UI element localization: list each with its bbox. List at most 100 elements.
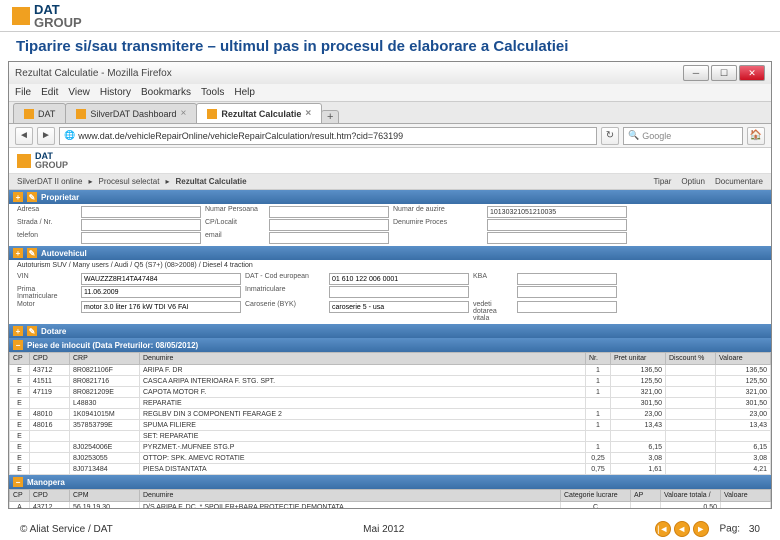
field-input[interactable]: WAUZZZ8R14TA47484 (81, 273, 241, 285)
reload-button[interactable]: ↻ (601, 127, 619, 145)
table-cell (666, 387, 716, 398)
field-label: Adresa (17, 206, 77, 218)
table-cell: 3,08 (716, 453, 771, 464)
table-row[interactable]: E8J0253055OTTOP: SPK. AMEVC ROTATIE0,253… (10, 453, 771, 464)
table-cell: 48016 (30, 420, 70, 431)
maximize-button[interactable]: ☐ (711, 65, 737, 81)
expand-icon[interactable]: + (13, 192, 23, 202)
action-options[interactable]: Optiun (681, 177, 705, 186)
table-cell (70, 431, 140, 442)
field-input[interactable] (81, 232, 201, 244)
table-row[interactable]: E437128R0821106FARIPA F. DR1136,50136,50 (10, 365, 771, 376)
search-input[interactable]: 🔍 Google (623, 127, 743, 145)
collapse-icon[interactable]: − (13, 340, 23, 350)
table-cell: 1 (586, 387, 611, 398)
table-cell: A (10, 502, 30, 509)
table-cell: 301,50 (716, 398, 771, 409)
field-input[interactable]: motor 3.0 liter 176 kW TDI V6 FAI (81, 301, 241, 313)
table-cell: E (10, 387, 30, 398)
window-titlebar: Rezultat Calculatie - Mozilla Firefox ─ … (9, 62, 771, 84)
field-input[interactable]: caroserie 5 - usa (329, 301, 469, 313)
expand-icon[interactable]: + (13, 248, 23, 258)
page-number: 30 (749, 524, 760, 535)
table-cell: 8J0253055 (70, 453, 140, 464)
section-manopera: − Manopera (9, 475, 771, 489)
field-input[interactable]: 11.06.2009 (81, 286, 241, 298)
url-text: www.dat.de/vehicleRepairOnline/vehicleRe… (78, 131, 403, 141)
field-input[interactable] (329, 286, 469, 298)
table-cell: C (561, 502, 631, 509)
edit-icon[interactable]: ✎ (27, 192, 37, 202)
table-row[interactable]: A4371256 19 19 30D/S ARIPA F. DC. * SPOI… (10, 502, 771, 509)
table-row[interactable]: E480101K0941015MREGLBV DIN 3 COMPONENTI … (10, 409, 771, 420)
table-cell: 41511 (30, 376, 70, 387)
minimize-button[interactable]: ─ (683, 65, 709, 81)
collapse-icon[interactable]: − (13, 477, 23, 487)
url-input[interactable]: 🌐 www.dat.de/vehicleRepairOnline/vehicle… (59, 127, 597, 145)
menu-bookmarks[interactable]: Bookmarks (141, 87, 191, 98)
bc-item[interactable]: SilverDAT II online (17, 177, 83, 186)
tab-favicon-icon (24, 109, 34, 119)
field-input[interactable]: 10130321051210035 (487, 206, 627, 218)
table-cell: 1 (586, 376, 611, 387)
home-button[interactable]: 🏠 (747, 127, 765, 145)
menu-file[interactable]: File (15, 87, 31, 98)
action-print[interactable]: Tipar (653, 177, 671, 186)
slide-footer: © Aliat Service / DAT Mai 2012 |◄ ◄ ► Pa… (0, 518, 780, 540)
forward-button[interactable]: ► (37, 127, 55, 145)
menu-history[interactable]: History (100, 87, 131, 98)
action-doc[interactable]: Documentare (715, 177, 763, 186)
field-input[interactable] (517, 301, 617, 313)
field-input[interactable] (81, 206, 201, 218)
slide-title-bar: Tiparire si/sau transmitere – ultimul pa… (0, 32, 780, 61)
section-proprietar: + ✎ Proprietar (9, 190, 771, 204)
field-input[interactable] (81, 219, 201, 231)
nav-first-button[interactable]: |◄ (655, 521, 671, 537)
table-row[interactable]: ESET: REPARATIE (10, 431, 771, 442)
edit-icon[interactable]: ✎ (27, 248, 37, 258)
table-cell: 23,00 (716, 409, 771, 420)
close-button[interactable]: ✕ (739, 65, 765, 81)
field-input[interactable] (487, 219, 627, 231)
table-row[interactable]: E471198R0821209ECAPOTA MOTOR F.1321,0032… (10, 387, 771, 398)
menu-tools[interactable]: Tools (201, 87, 224, 98)
table-cell: 6,15 (611, 442, 666, 453)
tab-dat[interactable]: DAT (13, 103, 66, 123)
table-row[interactable]: E8J0254006EPYRZMET.-.MUFNEE STG.P16,156,… (10, 442, 771, 453)
field-input[interactable] (517, 286, 617, 298)
field-input[interactable] (269, 206, 389, 218)
back-button[interactable]: ◄ (15, 127, 33, 145)
field-label: DAT - Cod european (245, 273, 325, 285)
field-label: Prima Inmatriculare (17, 286, 77, 300)
edit-icon[interactable]: ✎ (27, 326, 37, 336)
table-row[interactable]: E48016357853799ESPUMA FILIERE113,4313,43 (10, 420, 771, 431)
menu-view[interactable]: View (68, 87, 90, 98)
table-row[interactable]: E415118R0821716CASCA ARIPA INTERIOARA F.… (10, 376, 771, 387)
tab-strip: DAT SilverDAT Dashboard × Rezultat Calcu… (9, 102, 771, 124)
tab-close-icon[interactable]: × (181, 108, 187, 119)
menu-edit[interactable]: Edit (41, 87, 58, 98)
table-cell: 1K0941015M (70, 409, 140, 420)
window-controls: ─ ☐ ✕ (683, 65, 765, 81)
tab-close-icon[interactable]: × (305, 108, 311, 119)
field-input[interactable] (269, 219, 389, 231)
field-input[interactable] (517, 273, 617, 285)
table-row[interactable]: E8J0713484PIESA DISTANTATA0,751,614,21 (10, 464, 771, 475)
bc-item[interactable]: Procesul selectat (99, 177, 160, 186)
table-cell: 8R0821209E (70, 387, 140, 398)
tab-dashboard[interactable]: SilverDAT Dashboard × (65, 103, 197, 123)
table-row[interactable]: EL48830REPARATIE301,50301,50 (10, 398, 771, 409)
table-cell: 13,43 (611, 420, 666, 431)
table-cell: D/S ARIPA F. DC. * SPOILER+BARA PROTECTI… (140, 502, 561, 509)
menu-help[interactable]: Help (234, 87, 255, 98)
new-tab-button[interactable]: + (321, 110, 339, 123)
nav-next-button[interactable]: ► (693, 521, 709, 537)
tab-rezultat[interactable]: Rezultat Calculatie × (196, 103, 322, 123)
nav-prev-button[interactable]: ◄ (674, 521, 690, 537)
field-input[interactable]: 01 610 122 006 0001 (329, 273, 469, 285)
field-input[interactable] (487, 232, 627, 244)
field-input[interactable] (269, 232, 389, 244)
expand-icon[interactable]: + (13, 326, 23, 336)
footer-copyright: © Aliat Service / DAT (20, 524, 113, 535)
section-autovehicul: + ✎ Autovehicul (9, 246, 771, 260)
